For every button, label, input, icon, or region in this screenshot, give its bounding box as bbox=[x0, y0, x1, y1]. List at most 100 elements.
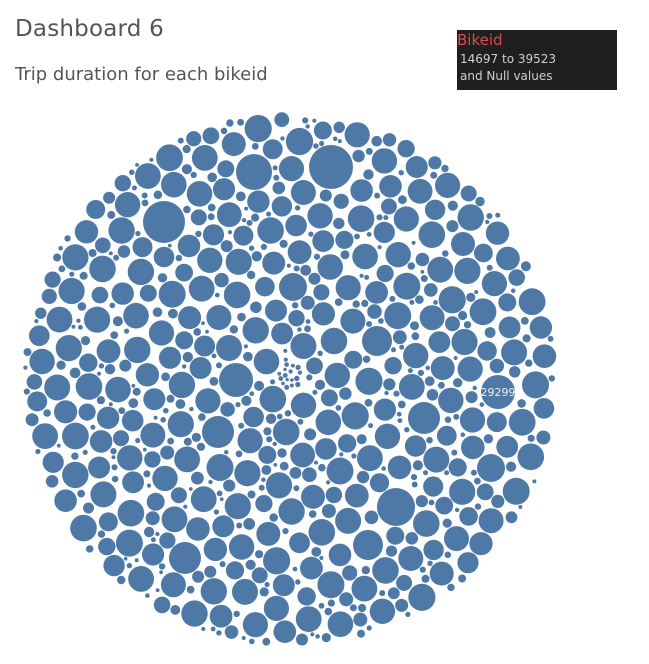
bubble[interactable] bbox=[96, 406, 120, 429]
bubble[interactable] bbox=[412, 460, 423, 471]
bubble[interactable] bbox=[496, 435, 519, 458]
bubble[interactable] bbox=[292, 566, 298, 572]
bubble[interactable] bbox=[251, 567, 268, 584]
bubble[interactable] bbox=[317, 350, 323, 356]
bubble[interactable] bbox=[242, 317, 269, 344]
bubble[interactable] bbox=[32, 423, 58, 449]
bubble[interactable] bbox=[395, 598, 409, 612]
bubble[interactable] bbox=[366, 625, 372, 631]
bubble[interactable] bbox=[272, 574, 295, 597]
bubble[interactable] bbox=[214, 292, 220, 298]
bubble[interactable] bbox=[396, 411, 402, 417]
bubble[interactable] bbox=[250, 301, 262, 314]
bubble[interactable] bbox=[391, 347, 396, 353]
bubble[interactable] bbox=[459, 407, 486, 433]
bubble[interactable] bbox=[536, 430, 551, 445]
bubble[interactable] bbox=[522, 371, 549, 399]
bubble[interactable] bbox=[29, 325, 50, 347]
bubble[interactable] bbox=[203, 537, 228, 562]
bubble[interactable] bbox=[308, 231, 314, 237]
bubble[interactable] bbox=[444, 470, 450, 476]
bubble[interactable] bbox=[285, 214, 307, 237]
bubble[interactable] bbox=[159, 532, 176, 549]
bubble[interactable] bbox=[191, 471, 204, 485]
bubble[interactable] bbox=[178, 306, 202, 330]
bubble[interactable] bbox=[454, 257, 481, 284]
bubble[interactable] bbox=[108, 402, 113, 407]
bubble[interactable] bbox=[70, 514, 97, 542]
bubble[interactable] bbox=[532, 479, 537, 484]
bubble[interactable] bbox=[139, 284, 157, 302]
bubble[interactable] bbox=[80, 336, 91, 346]
bubble[interactable] bbox=[486, 412, 507, 433]
bubble[interactable] bbox=[339, 387, 352, 400]
bubble[interactable] bbox=[23, 348, 32, 357]
bubble[interactable] bbox=[74, 220, 99, 244]
bubble[interactable] bbox=[309, 145, 353, 189]
bubble[interactable] bbox=[460, 185, 477, 202]
bubble[interactable] bbox=[117, 245, 131, 258]
bubble[interactable] bbox=[405, 532, 419, 545]
bubble[interactable] bbox=[340, 308, 366, 334]
bubble[interactable] bbox=[186, 131, 202, 147]
bubble[interactable] bbox=[209, 604, 233, 628]
bubble[interactable] bbox=[285, 127, 314, 156]
bubble[interactable] bbox=[264, 581, 270, 588]
bubble[interactable] bbox=[255, 495, 273, 513]
bubble[interactable] bbox=[315, 634, 320, 639]
bubble[interactable] bbox=[225, 561, 245, 580]
bubble[interactable] bbox=[224, 625, 239, 639]
bubble[interactable] bbox=[424, 283, 438, 297]
bubble[interactable] bbox=[411, 332, 420, 341]
bubble[interactable] bbox=[484, 327, 496, 338]
bubble[interactable] bbox=[352, 243, 378, 270]
bubble[interactable] bbox=[228, 534, 255, 560]
bubble[interactable] bbox=[295, 381, 301, 388]
bubble[interactable] bbox=[131, 185, 137, 191]
bubble[interactable] bbox=[441, 164, 449, 173]
bubble[interactable] bbox=[118, 407, 126, 415]
bubble[interactable] bbox=[335, 230, 354, 249]
bubble[interactable] bbox=[113, 254, 120, 261]
bubble[interactable] bbox=[457, 356, 483, 382]
bubble[interactable] bbox=[26, 374, 43, 390]
bubble[interactable] bbox=[477, 341, 497, 361]
bubble[interactable] bbox=[295, 364, 301, 370]
bubble[interactable] bbox=[160, 445, 175, 460]
bubble[interactable] bbox=[314, 460, 318, 465]
bubble[interactable] bbox=[289, 383, 294, 388]
bubble[interactable] bbox=[297, 418, 304, 425]
bubble[interactable] bbox=[281, 381, 285, 386]
bubble[interactable] bbox=[393, 206, 419, 232]
bubble[interactable] bbox=[141, 199, 149, 207]
bubble[interactable] bbox=[181, 600, 208, 627]
bubble[interactable] bbox=[247, 190, 270, 213]
bubble[interactable] bbox=[107, 210, 116, 219]
bubble[interactable] bbox=[393, 272, 421, 300]
bubble[interactable] bbox=[149, 157, 154, 162]
bubble[interactable] bbox=[364, 398, 373, 407]
bubble[interactable] bbox=[286, 263, 291, 268]
bubble[interactable] bbox=[128, 398, 139, 409]
bubble[interactable] bbox=[409, 299, 415, 305]
bubble[interactable] bbox=[257, 217, 284, 244]
bubble[interactable] bbox=[376, 214, 383, 221]
bubble[interactable] bbox=[83, 502, 94, 514]
bubble[interactable] bbox=[195, 230, 202, 238]
bubble[interactable] bbox=[69, 367, 81, 379]
bubble[interactable] bbox=[451, 328, 478, 356]
bubble[interactable] bbox=[153, 246, 175, 268]
bubble[interactable] bbox=[98, 363, 105, 369]
bubble[interactable] bbox=[243, 518, 256, 530]
bubble[interactable] bbox=[491, 494, 505, 508]
bubble[interactable] bbox=[232, 578, 258, 605]
bubble[interactable] bbox=[444, 551, 452, 559]
bubble[interactable] bbox=[495, 212, 501, 218]
bubble[interactable] bbox=[359, 273, 364, 278]
bubble[interactable] bbox=[148, 320, 175, 346]
bubble[interactable] bbox=[198, 413, 206, 421]
bubble[interactable] bbox=[291, 363, 295, 368]
bubble[interactable] bbox=[238, 422, 245, 429]
bubble[interactable] bbox=[378, 318, 384, 324]
bubble[interactable] bbox=[193, 328, 201, 336]
